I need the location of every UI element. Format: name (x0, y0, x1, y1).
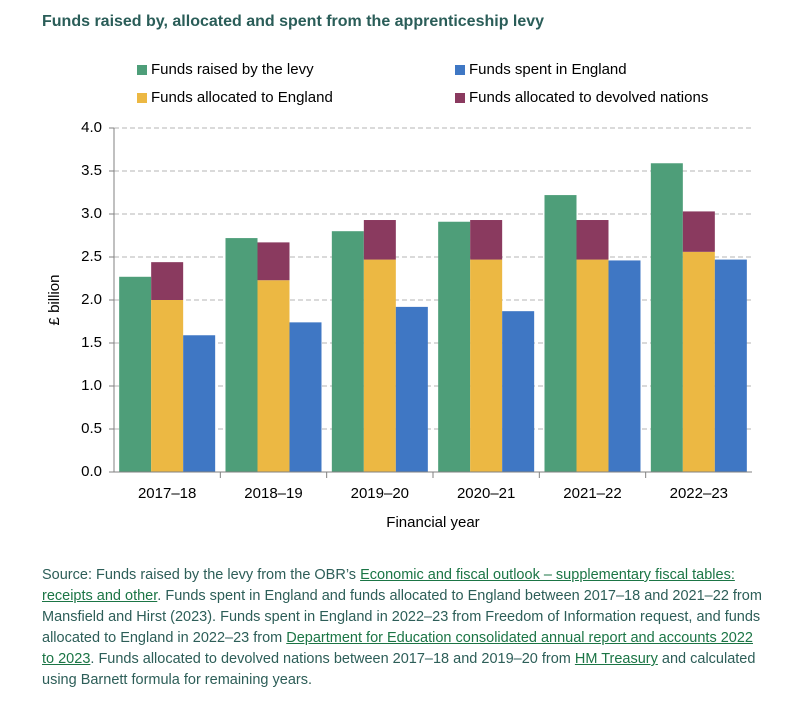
bar (225, 238, 258, 472)
bar (289, 322, 322, 472)
y-tick-label: 0.0 (81, 463, 102, 480)
source-link[interactable]: Department for Education consolidated an… (42, 630, 753, 667)
legend-label: Funds allocated to devolved nations (469, 89, 708, 106)
y-axis-label: £ billion (46, 275, 63, 326)
bar (576, 259, 609, 472)
bar (650, 163, 683, 472)
y-tick-label: 2.0 (81, 291, 102, 308)
source-text: Source: Funds raised by the levy from th… (42, 567, 361, 583)
legend-swatch (137, 65, 147, 75)
bar (183, 335, 216, 472)
x-tick-label: 2020–21 (457, 485, 515, 502)
bar (331, 231, 364, 472)
chart: Funds raised by, allocated and spent fro… (42, 13, 752, 531)
y-tick-label: 3.0 (81, 205, 102, 222)
y-tick-label: 4.0 (81, 119, 102, 136)
bar (363, 220, 396, 260)
legend-label: Funds allocated to England (151, 89, 333, 106)
bar (544, 195, 577, 472)
bar (119, 276, 152, 472)
legend-label: Funds spent in England (469, 61, 627, 78)
bar (576, 220, 609, 260)
bar (151, 262, 184, 300)
source-link[interactable]: Economic and fiscal outlook – supplement… (42, 567, 735, 604)
x-tick-label: 2019–20 (351, 485, 409, 502)
bar (438, 221, 471, 472)
x-axis-label: Financial year (386, 514, 479, 531)
legend-swatch (137, 93, 147, 103)
source-text: . Funds allocated to devolved nations be… (90, 651, 575, 667)
y-tick-label: 1.0 (81, 377, 102, 394)
bar (395, 306, 428, 472)
x-tick-label: 2018–19 (244, 485, 302, 502)
legend-swatch (455, 93, 465, 103)
bar (363, 259, 396, 472)
x-tick-label: 2022–23 (670, 485, 728, 502)
x-tick-label: 2021–22 (563, 485, 621, 502)
bar (682, 211, 715, 252)
legend-swatch (455, 65, 465, 75)
source-note: Source: Funds raised by the levy from th… (42, 565, 762, 691)
bar (257, 280, 290, 472)
bar (682, 251, 715, 472)
bar (470, 220, 503, 260)
source-text: and calculated using Barnett formula for… (42, 651, 756, 688)
bar (151, 300, 184, 472)
source-link[interactable]: HM Treasury (574, 651, 658, 667)
bar (257, 242, 290, 281)
source-text: . Funds spent in England and funds alloc… (42, 588, 762, 646)
y-tick-label: 2.5 (81, 248, 102, 265)
bar (714, 259, 747, 472)
chart-title: Funds raised by, allocated and spent fro… (42, 13, 544, 30)
bar (608, 260, 641, 472)
legend-label: Funds raised by the levy (151, 61, 314, 78)
y-tick-label: 3.5 (81, 162, 102, 179)
bar (502, 311, 535, 472)
x-tick-label: 2017–18 (138, 485, 196, 502)
y-tick-label: 1.5 (81, 334, 102, 351)
bar (470, 259, 503, 472)
y-tick-label: 0.5 (81, 420, 102, 437)
